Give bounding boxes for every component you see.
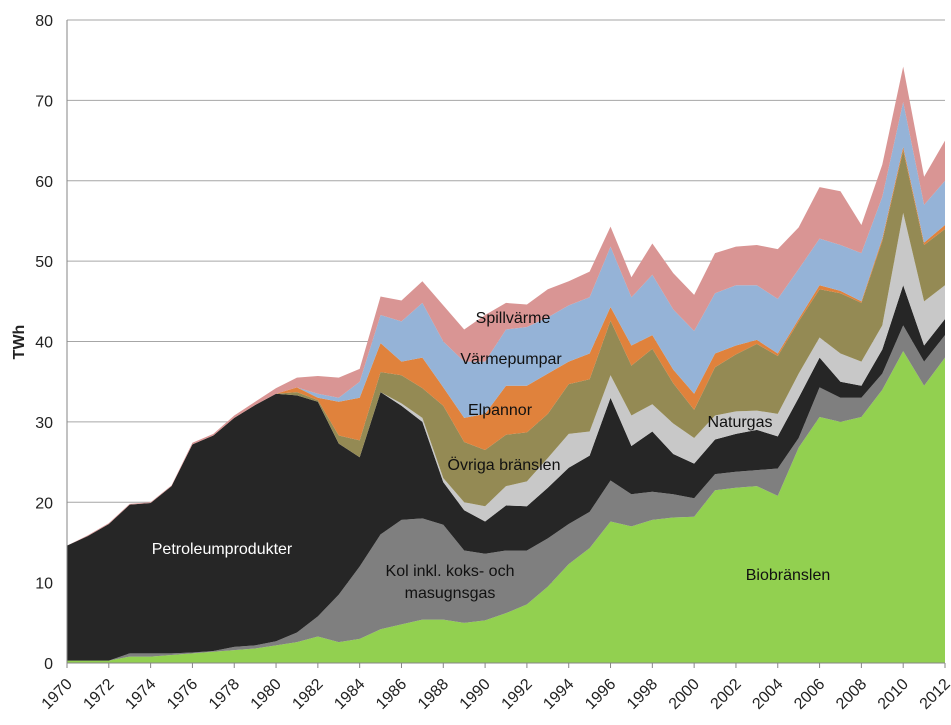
y-tick-label: 40 bbox=[35, 335, 53, 352]
x-tick-label: 1972 bbox=[80, 676, 117, 713]
area bbox=[67, 66, 945, 546]
y-tick-label: 70 bbox=[35, 93, 53, 110]
series-label: Elpannor bbox=[467, 402, 533, 419]
y-axis-label: TWh bbox=[11, 325, 28, 360]
series-label: Petroleumprodukter bbox=[151, 541, 293, 558]
y-tick-label: 50 bbox=[35, 254, 53, 271]
series-label: Värmepumpar bbox=[460, 351, 562, 368]
x-tick-label: 2010 bbox=[875, 676, 912, 713]
y-tick-label: 20 bbox=[35, 495, 53, 512]
y-tick-label: 0 bbox=[44, 656, 53, 673]
y-tick-label: 80 bbox=[35, 13, 53, 30]
x-tick-label: 1978 bbox=[206, 676, 243, 713]
x-tick-label: 1982 bbox=[289, 676, 326, 713]
x-tick-label: 2002 bbox=[708, 676, 745, 713]
area bbox=[67, 285, 945, 661]
x-tick-label: 1996 bbox=[582, 676, 619, 713]
series-label: Spillvärme bbox=[475, 310, 551, 327]
x-tick-label: 2000 bbox=[666, 676, 703, 713]
y-tick-label: 30 bbox=[35, 415, 53, 432]
x-tick-label: 1984 bbox=[331, 676, 368, 713]
series-label: Biobränslen bbox=[745, 567, 831, 584]
area bbox=[67, 150, 945, 546]
x-tick-label: 1994 bbox=[540, 676, 577, 713]
y-tick-label: 10 bbox=[35, 576, 53, 593]
area bbox=[67, 325, 945, 661]
x-tick-label: 1970 bbox=[39, 676, 76, 713]
x-tick-label: 1998 bbox=[624, 676, 661, 713]
y-tick-label: 60 bbox=[35, 174, 53, 191]
x-tick-label: 1974 bbox=[122, 676, 159, 713]
series-label: Kol inkl. koks- och masugnsgas bbox=[385, 563, 515, 602]
x-tick-label: 1992 bbox=[499, 676, 536, 713]
x-tick-label: 2006 bbox=[791, 676, 828, 713]
area bbox=[67, 351, 945, 663]
series-label: Naturgas bbox=[707, 414, 773, 431]
x-tick-label: 2008 bbox=[833, 676, 870, 713]
x-tick-label: 1976 bbox=[164, 676, 201, 713]
area bbox=[67, 101, 945, 546]
x-tick-label: 1988 bbox=[415, 676, 452, 713]
x-tick-label: 1986 bbox=[373, 676, 410, 713]
series-label: Övriga bränslen bbox=[447, 457, 561, 474]
x-tick-label: 2012 bbox=[917, 676, 951, 713]
x-tick-label: 1980 bbox=[248, 676, 285, 713]
x-tick-label: 1990 bbox=[457, 676, 494, 713]
x-tick-label: 2004 bbox=[749, 676, 786, 713]
